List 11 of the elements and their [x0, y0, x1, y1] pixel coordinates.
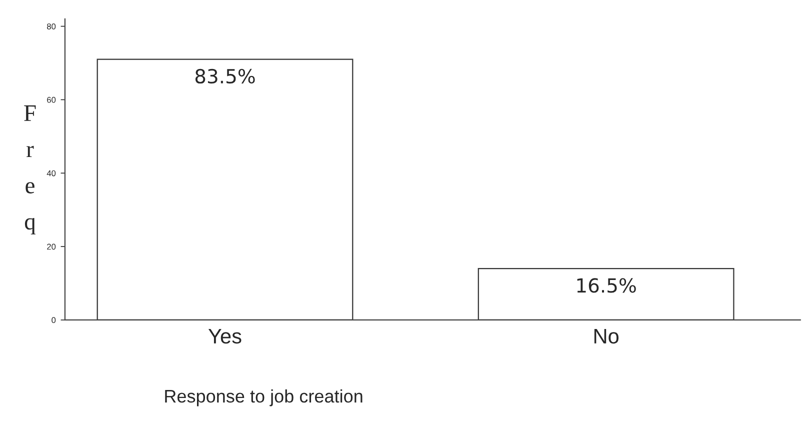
y-tick-label: 0: [52, 317, 56, 324]
y-tick-label: 40: [46, 170, 56, 176]
x-axis-title: Response to job creation: [165, 389, 362, 406]
y-tick-label: 80: [47, 23, 56, 30]
x-tick-label: Yes: [208, 329, 242, 344]
y-tick-label: 20: [47, 244, 56, 250]
annotation: 83.5%: [195, 68, 255, 84]
x-tick-label: No: [594, 329, 618, 344]
y-axis-title: Freq: [24, 105, 36, 234]
annotation: 16.5%: [577, 278, 636, 293]
y-tick-label: 60: [47, 96, 56, 103]
